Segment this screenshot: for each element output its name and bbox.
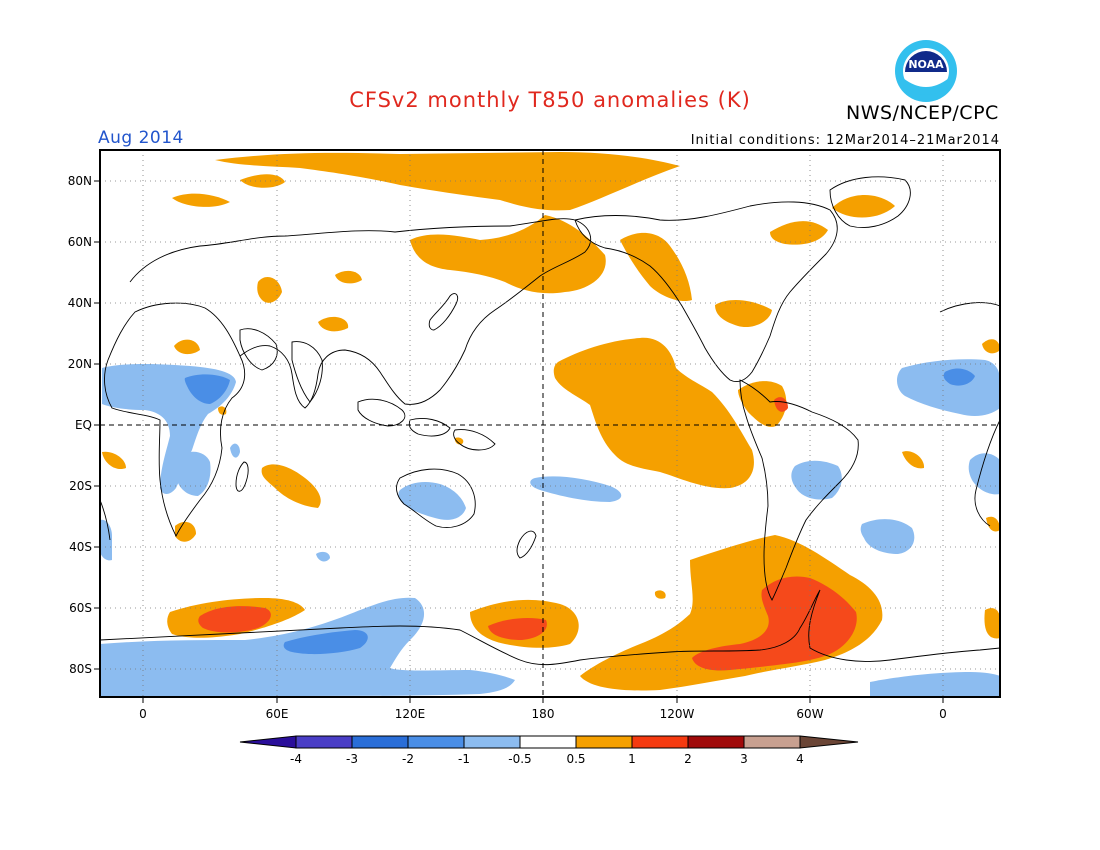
lon-label: 120W	[660, 707, 695, 721]
strong-cool-anomaly-regions	[184, 368, 975, 655]
initial-conditions: Initial conditions: 12Mar2014–21Mar2014	[690, 133, 1000, 148]
colorbar-label: 2	[684, 752, 692, 766]
lat-label: 20S	[69, 479, 92, 493]
colorbar-arrow-high	[799, 735, 859, 749]
colorbar-label: 1	[628, 752, 636, 766]
lat-label: 60N	[68, 235, 92, 249]
latitude-labels: 80N 60N 40N 20N EQ 20S 40S 60S 80S	[68, 174, 92, 676]
map-frame	[99, 149, 1001, 698]
lon-label: 0	[939, 707, 947, 721]
colorbar-label: 0.5	[566, 752, 585, 766]
colorbar-label: 3	[740, 752, 748, 766]
reference-lines	[100, 150, 1000, 697]
map-title: CFSv2 monthly T850 anomalies (K)	[349, 88, 751, 112]
colorbar	[239, 735, 859, 749]
lat-label: 80N	[68, 174, 92, 188]
lat-label: 80S	[69, 662, 92, 676]
longitude-labels: 0 60E 120E 180 120W 60W 0	[139, 707, 947, 721]
coastlines	[100, 176, 1000, 666]
noaa-logo-text: NOAA	[908, 58, 944, 71]
lon-label: 120E	[395, 707, 426, 721]
lat-label: 60S	[69, 601, 92, 615]
colorbar-label: -3	[346, 752, 358, 766]
colorbar-labels: -4 -3 -2 -1 -0.5 0.5 1 2 3 4	[290, 752, 804, 766]
lon-label: 60W	[796, 707, 823, 721]
colorbar-label: -2	[402, 752, 414, 766]
lat-label: 40S	[69, 540, 92, 554]
strong-warm-anomaly-regions	[198, 397, 857, 671]
lon-label: 180	[532, 707, 555, 721]
lon-label: 0	[139, 707, 147, 721]
colorbar-label: -0.5	[508, 752, 531, 766]
valid-month: Aug 2014	[98, 128, 184, 148]
colorbar-label: -4	[290, 752, 302, 766]
graticule	[100, 150, 1000, 697]
lat-label: 40N	[68, 296, 92, 310]
colorbar-arrow-low	[239, 735, 297, 749]
lat-label: 20N	[68, 357, 92, 371]
colorbar-label: 4	[796, 752, 804, 766]
agency-label: NWS/NCEP/CPC	[846, 102, 999, 124]
noaa-logo-icon: NOAA	[895, 40, 957, 102]
lat-label: EQ	[75, 418, 92, 432]
colorbar-label: -1	[458, 752, 470, 766]
lon-label: 60E	[266, 707, 289, 721]
